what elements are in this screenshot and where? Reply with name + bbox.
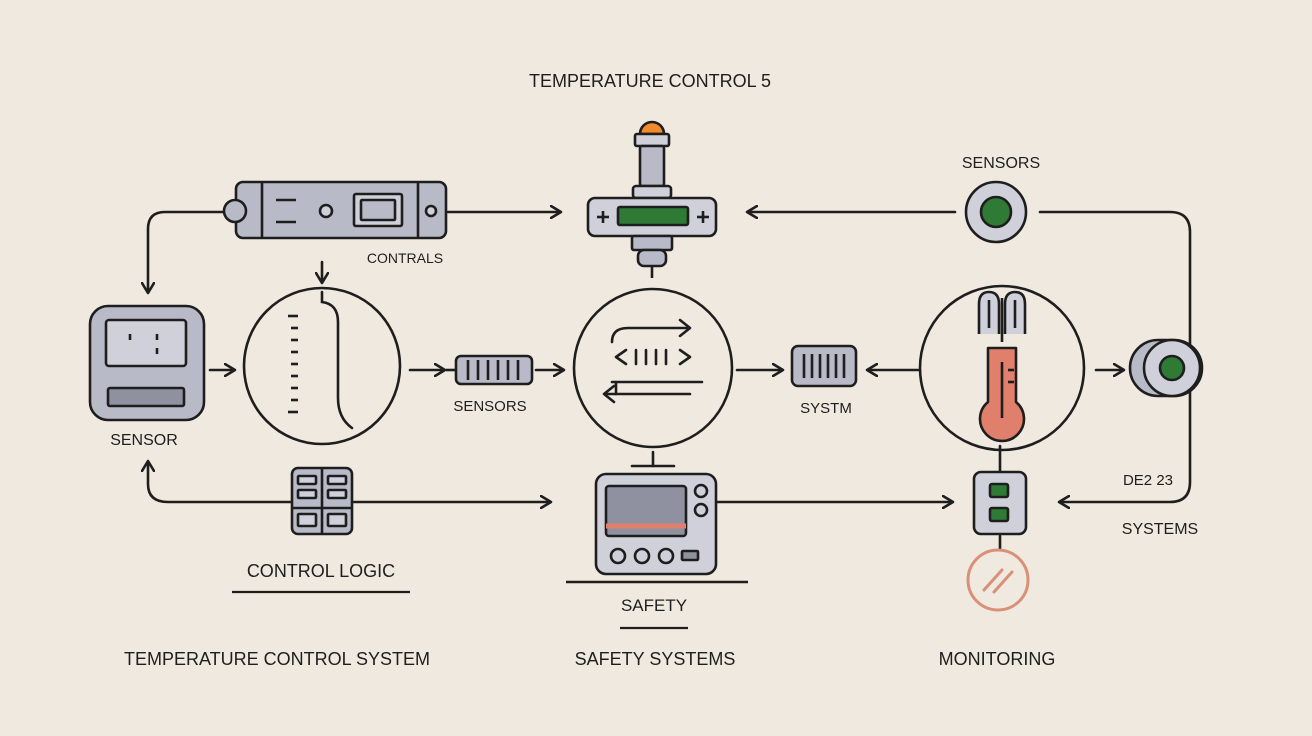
system-chip-icon: [790, 344, 858, 388]
safety-console-icon: [566, 472, 748, 584]
logic-grid-icon: [290, 466, 354, 536]
gauge-circle-icon: [242, 286, 402, 446]
control-logic-label: CONTROL LOGIC: [247, 561, 395, 581]
monitor-switch-icon: [972, 470, 1028, 536]
sensor-button-icon: [964, 180, 1028, 244]
systems-right-label: SYSTEMS: [1122, 521, 1198, 538]
connectors: [148, 210, 1192, 550]
footer-left-label: TEMPERATURE CONTROL SYSTEM: [124, 649, 430, 669]
sensor-left-label: SENSOR: [110, 432, 178, 449]
flow-circle-icon: [572, 287, 734, 449]
alert-circle-icon: [966, 548, 1030, 612]
arrow-controller-to-sensor: [148, 210, 226, 292]
safety-label: SAFETY: [621, 596, 687, 615]
arrow-logic-to-sensor: [148, 462, 292, 504]
sensors-top-right-label: SENSORS: [962, 155, 1040, 172]
sensors-mid-label: SENSORS: [453, 398, 526, 415]
connector-icon: [446, 354, 534, 386]
footer-mid-label: SAFETY SYSTEMS: [575, 649, 736, 669]
sensor-module-icon: [88, 304, 206, 422]
thermometer-circle-icon: [918, 284, 1086, 452]
systm-label: SYSTM: [800, 400, 852, 417]
controller-panel-icon: [222, 180, 448, 240]
probe-actuator-icon: [586, 120, 718, 278]
contrals-label: CONTRALS: [367, 250, 443, 266]
top-title: TEMPERATURE CONTROL 5: [529, 71, 771, 91]
footer-right-label: MONITORING: [939, 649, 1056, 669]
sensor-knob-icon: [1128, 338, 1204, 398]
underlines: [232, 590, 688, 630]
de2-label: DE2 23: [1123, 472, 1173, 489]
